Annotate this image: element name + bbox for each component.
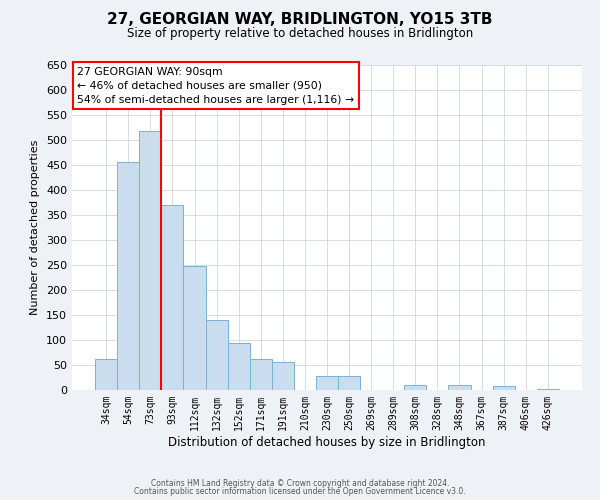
- Bar: [184, 266, 206, 390]
- Bar: [272, 362, 294, 390]
- Y-axis label: Number of detached properties: Number of detached properties: [31, 140, 40, 315]
- Bar: [404, 385, 427, 390]
- Text: 27 GEORGIAN WAY: 90sqm
← 46% of detached houses are smaller (950)
54% of semi-de: 27 GEORGIAN WAY: 90sqm ← 46% of detached…: [77, 66, 354, 104]
- Bar: [338, 376, 360, 390]
- Bar: [316, 376, 338, 390]
- Text: Contains public sector information licensed under the Open Government Licence v3: Contains public sector information licen…: [134, 487, 466, 496]
- Bar: [206, 320, 227, 390]
- Bar: [448, 385, 470, 390]
- X-axis label: Distribution of detached houses by size in Bridlington: Distribution of detached houses by size …: [168, 436, 486, 448]
- Bar: [161, 205, 184, 390]
- Bar: [139, 130, 161, 390]
- Bar: [95, 358, 117, 390]
- Bar: [250, 359, 272, 390]
- Text: 27, GEORGIAN WAY, BRIDLINGTON, YO15 3TB: 27, GEORGIAN WAY, BRIDLINGTON, YO15 3TB: [107, 12, 493, 28]
- Text: Size of property relative to detached houses in Bridlington: Size of property relative to detached ho…: [127, 28, 473, 40]
- Bar: [493, 386, 515, 390]
- Bar: [117, 162, 139, 390]
- Bar: [227, 342, 250, 390]
- Bar: [537, 388, 559, 390]
- Text: Contains HM Land Registry data © Crown copyright and database right 2024.: Contains HM Land Registry data © Crown c…: [151, 478, 449, 488]
